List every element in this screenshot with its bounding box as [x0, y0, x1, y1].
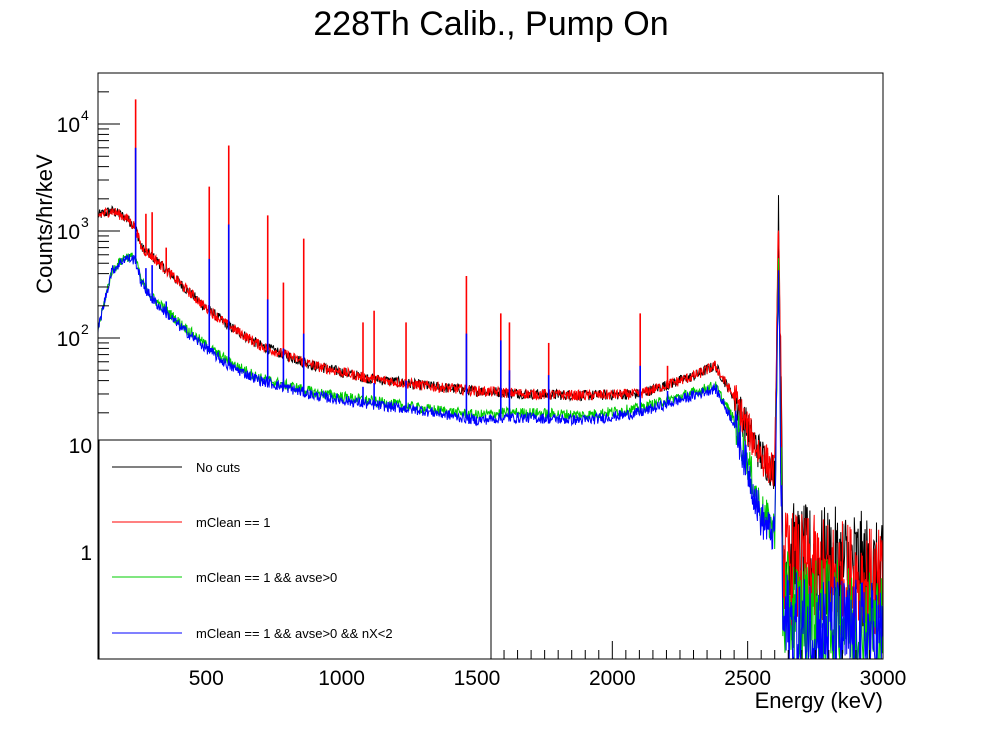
x-tick-label: 2000: [589, 667, 636, 690]
legend-label-2: mClean == 1: [196, 515, 270, 530]
x-axis-ticks: 500 1000 1500 2000 2500 3000: [97, 641, 907, 690]
legend: No cuts mClean == 1 mClean == 1 && avse>0 m…: [98, 439, 492, 660]
spectrum-peaks: [134, 99, 669, 419]
y-tick-exponent: 3: [81, 214, 89, 230]
legend-box: [98, 439, 492, 660]
y-axis-label: Counts/hr/keV: [32, 154, 57, 294]
x-tick-label: 1500: [454, 667, 501, 690]
legend-label-1: No cuts: [196, 460, 241, 475]
x-tick-label: 2500: [724, 667, 771, 690]
y-tick-exponent: 4: [81, 107, 89, 123]
chart-title: 228Th Calib., Pump On: [313, 5, 668, 43]
y-tick-exponent: 2: [81, 321, 89, 337]
y-tick-label: 10: [69, 435, 92, 458]
y-tick-label: 1: [80, 542, 92, 565]
x-tick-label: 1000: [318, 667, 365, 690]
x-tick-label: 500: [189, 667, 224, 690]
legend-label-4: mClean == 1 && avse>0 && nX<2: [196, 626, 393, 641]
legend-label-3: mClean == 1 && avse>0: [196, 570, 337, 585]
x-axis-label: Energy (keV): [755, 688, 883, 713]
y-tick-label: 10: [57, 328, 80, 351]
y-tick-label: 10: [57, 114, 80, 137]
x-tick-label: 3000: [860, 667, 907, 690]
y-tick-label: 10: [57, 221, 80, 244]
